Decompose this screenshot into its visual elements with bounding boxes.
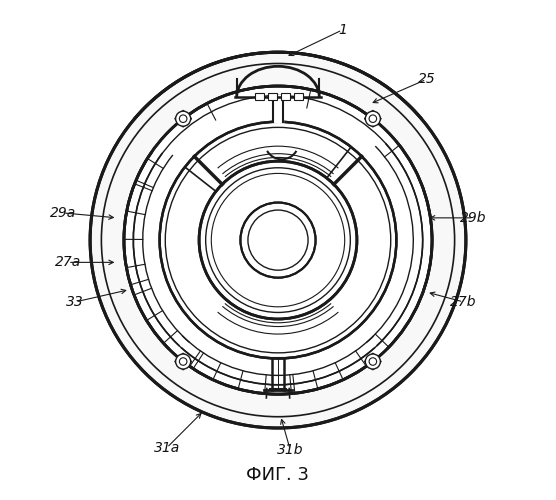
Polygon shape xyxy=(175,353,192,370)
Circle shape xyxy=(180,115,187,122)
Text: 31b: 31b xyxy=(277,444,304,457)
Text: ФИГ. 3: ФИГ. 3 xyxy=(246,466,310,484)
FancyBboxPatch shape xyxy=(267,92,277,100)
Text: 1: 1 xyxy=(338,23,347,37)
Circle shape xyxy=(240,202,316,278)
Circle shape xyxy=(124,86,432,394)
Text: 33: 33 xyxy=(66,295,84,309)
Circle shape xyxy=(365,111,380,126)
Text: 27b: 27b xyxy=(450,295,476,309)
Polygon shape xyxy=(175,110,192,127)
Circle shape xyxy=(369,358,376,366)
Circle shape xyxy=(176,354,191,369)
Circle shape xyxy=(180,358,187,366)
Text: 31a: 31a xyxy=(153,441,180,455)
FancyBboxPatch shape xyxy=(255,92,264,100)
Circle shape xyxy=(176,111,191,126)
Circle shape xyxy=(160,122,396,358)
Polygon shape xyxy=(364,110,381,127)
Circle shape xyxy=(199,161,357,319)
Text: 29b: 29b xyxy=(460,211,486,225)
FancyBboxPatch shape xyxy=(294,92,304,100)
Circle shape xyxy=(369,115,376,122)
Text: 25: 25 xyxy=(418,72,435,86)
Polygon shape xyxy=(364,353,381,370)
FancyBboxPatch shape xyxy=(281,92,290,100)
Text: 27a: 27a xyxy=(54,256,81,270)
Text: 29a: 29a xyxy=(50,206,76,220)
Circle shape xyxy=(365,354,380,369)
Circle shape xyxy=(90,52,466,428)
